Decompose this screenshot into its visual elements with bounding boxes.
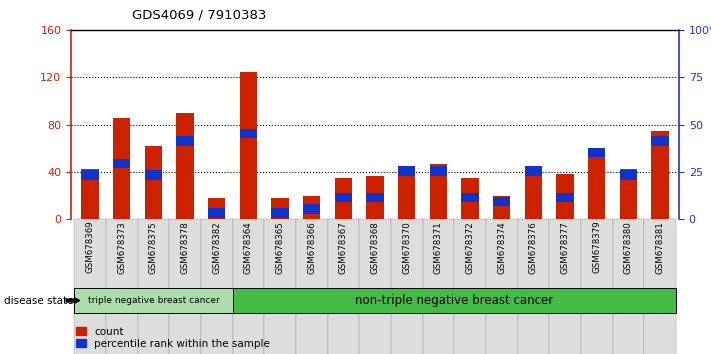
Bar: [169, 219, 201, 354]
Bar: [303, 196, 321, 219]
Bar: [525, 166, 542, 176]
Bar: [232, 219, 264, 354]
Bar: [328, 219, 359, 354]
Bar: [303, 204, 321, 214]
Bar: [651, 131, 669, 219]
Bar: [398, 166, 415, 219]
Bar: [518, 219, 549, 354]
Bar: [620, 170, 637, 180]
Bar: [556, 193, 574, 202]
Bar: [106, 219, 138, 354]
Bar: [429, 166, 447, 176]
Legend: count, percentile rank within the sample: count, percentile rank within the sample: [76, 327, 270, 349]
Bar: [429, 164, 447, 219]
Bar: [240, 129, 257, 138]
Bar: [145, 170, 162, 180]
Bar: [493, 197, 510, 206]
Bar: [461, 178, 479, 219]
Bar: [359, 219, 391, 354]
Bar: [138, 219, 169, 354]
Bar: [454, 219, 486, 354]
Bar: [240, 72, 257, 219]
Bar: [588, 148, 605, 219]
Bar: [366, 176, 384, 219]
Bar: [398, 166, 415, 176]
Bar: [366, 193, 384, 202]
Bar: [581, 219, 612, 354]
Bar: [588, 148, 605, 157]
Bar: [461, 193, 479, 202]
Bar: [296, 219, 328, 354]
Bar: [644, 219, 676, 354]
Bar: [176, 136, 194, 145]
Bar: [201, 219, 232, 354]
Bar: [651, 136, 669, 145]
Bar: [335, 193, 352, 202]
Bar: [335, 178, 352, 219]
Bar: [272, 208, 289, 218]
Bar: [232, 288, 676, 313]
Bar: [391, 219, 422, 354]
Bar: [74, 219, 106, 354]
Bar: [113, 118, 130, 219]
Bar: [272, 198, 289, 219]
Bar: [145, 146, 162, 219]
Text: GDS4069 / 7910383: GDS4069 / 7910383: [132, 9, 266, 22]
Bar: [493, 196, 510, 219]
Bar: [264, 219, 296, 354]
Bar: [81, 170, 99, 180]
Bar: [176, 113, 194, 219]
Bar: [486, 219, 518, 354]
Bar: [525, 166, 542, 219]
Bar: [620, 169, 637, 219]
Bar: [422, 219, 454, 354]
Bar: [612, 219, 644, 354]
Text: non-triple negative breast cancer: non-triple negative breast cancer: [355, 294, 553, 307]
Bar: [113, 159, 130, 169]
Text: triple negative breast cancer: triple negative breast cancer: [87, 296, 219, 305]
Bar: [549, 219, 581, 354]
Bar: [208, 198, 225, 219]
Bar: [74, 288, 232, 313]
Bar: [208, 208, 225, 218]
Bar: [81, 169, 99, 219]
Bar: [556, 175, 574, 219]
Text: disease state: disease state: [4, 296, 73, 306]
